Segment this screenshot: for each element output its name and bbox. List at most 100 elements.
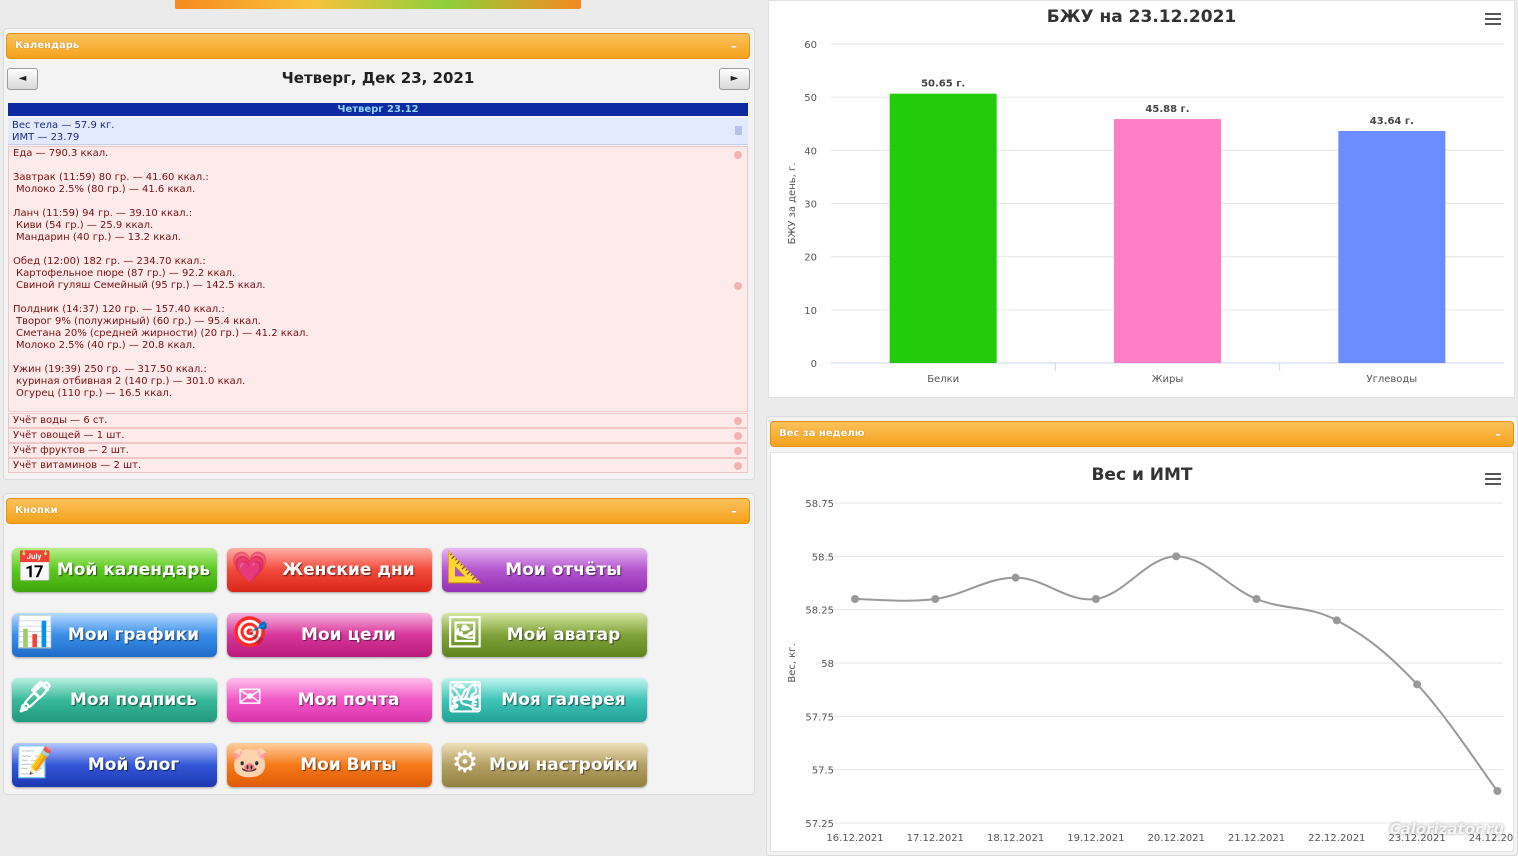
button-label: Мои графики bbox=[67, 625, 200, 645]
tracker-row[interactable]: Учёт витаминов — 2 шт. bbox=[8, 458, 748, 473]
tracker-label: Учёт фруктов — 2 шт. bbox=[13, 445, 129, 456]
meal-item: Сметана 20% (средней жирности) (20 гр.) … bbox=[16, 328, 309, 339]
x-tick-label: 17.12.2021 bbox=[907, 833, 964, 844]
meal-item: куриная отбивная 2 (140 гр.) — 301.0 кка… bbox=[16, 376, 246, 387]
weight-header-title: Вес за неделю bbox=[779, 428, 865, 439]
bar[interactable] bbox=[1114, 119, 1221, 363]
data-point[interactable] bbox=[1172, 552, 1181, 561]
tracker-label: Учёт воды — 6 ст. bbox=[13, 415, 108, 426]
data-point[interactable] bbox=[1011, 573, 1020, 582]
weight-row[interactable]: Вес тела — 57.9 кг. ИМТ — 23.79 bbox=[8, 118, 748, 145]
settings-icon: ⚙ bbox=[451, 744, 479, 780]
y-tick-label: 40 bbox=[804, 146, 817, 157]
goals-icon: 🎯 bbox=[231, 614, 269, 650]
data-point[interactable] bbox=[1252, 595, 1261, 603]
x-tick-label: Углеводы bbox=[1366, 374, 1417, 385]
data-point[interactable] bbox=[851, 595, 859, 603]
my-signature-button[interactable]: 🖋 Моя подпись bbox=[12, 678, 217, 722]
avatar-icon: 🖼 bbox=[445, 614, 485, 650]
data-point[interactable] bbox=[1493, 787, 1502, 795]
button-label: Мой календарь bbox=[56, 560, 211, 580]
tracker-row[interactable]: Учёт воды — 6 ст. bbox=[8, 413, 748, 428]
minimize-icon[interactable]: – bbox=[1495, 427, 1501, 441]
meal-header: Ланч (11:59) 94 гр. — 39.10 ккал.: bbox=[13, 208, 193, 219]
x-tick-label: 19.12.2021 bbox=[1067, 833, 1124, 844]
blog-icon: 📝 bbox=[16, 744, 54, 780]
y-tick-label: 60 bbox=[804, 40, 817, 51]
x-tick-label: 23.12.2021 bbox=[1388, 833, 1445, 844]
my-mail-button[interactable]: ✉ Моя почта bbox=[227, 678, 432, 722]
data-point[interactable] bbox=[1332, 616, 1341, 625]
calendar-header[interactable]: Календарь – bbox=[6, 33, 750, 59]
edit-tracker-icon[interactable] bbox=[734, 417, 742, 425]
y-tick-label: 20 bbox=[804, 253, 817, 264]
button-label: Моя почта bbox=[297, 690, 400, 710]
meal-item: Картофельное пюре (87 гр.) — 92.2 ккал. bbox=[16, 268, 236, 279]
calendar-header-title: Календарь bbox=[15, 40, 80, 51]
x-tick-label: 21.12.2021 bbox=[1228, 833, 1285, 844]
promo-banner[interactable] bbox=[175, 0, 581, 9]
women-days-icon: 💗 bbox=[231, 549, 269, 585]
minimize-icon[interactable]: – bbox=[731, 504, 737, 518]
y-tick-label: 58.5 bbox=[812, 552, 834, 563]
chart-menu-icon[interactable] bbox=[1485, 13, 1501, 25]
x-tick-label: Белки bbox=[927, 374, 959, 385]
day-label[interactable]: Четверг 23.12 bbox=[8, 103, 748, 116]
my-graphs-button[interactable]: 📊 Мои графики bbox=[12, 613, 217, 657]
meal-header: Ужин (19:39) 250 гр. — 317.50 ккал.: bbox=[13, 364, 207, 375]
button-label: Мой аватар bbox=[506, 625, 621, 645]
data-label: 50.65 г. bbox=[921, 79, 965, 90]
meal-group: Ужин (19:39) 250 гр. — 317.50 ккал.: кури… bbox=[13, 364, 743, 400]
bar[interactable] bbox=[889, 93, 997, 364]
y-tick-label: 50 bbox=[804, 93, 817, 104]
graphs-icon: 📊 bbox=[16, 614, 54, 650]
edit-tracker-icon[interactable] bbox=[734, 462, 742, 470]
y-tick-label: 57.25 bbox=[805, 819, 834, 830]
my-calendar-button[interactable]: 📅 Мой календарь bbox=[12, 548, 217, 592]
my-gallery-button[interactable]: 🏞 Моя галерея bbox=[442, 678, 647, 722]
meal-item: Киви (54 гр.) — 25.9 ккал. bbox=[16, 220, 154, 231]
bar[interactable] bbox=[1338, 130, 1446, 363]
food-list[interactable]: Еда — 790.3 ккал. Завтрак (11:59) 80 гр.… bbox=[8, 146, 748, 412]
data-point[interactable] bbox=[1091, 595, 1100, 603]
y-tick-label: 10 bbox=[804, 306, 817, 317]
my-settings-button[interactable]: ⚙ Мои настройки bbox=[442, 743, 647, 787]
edit-tracker-icon[interactable] bbox=[734, 432, 742, 440]
y-axis-label: БЖУ за день, г. bbox=[787, 163, 798, 245]
my-women-days-button[interactable]: 💗 Женские дни bbox=[227, 548, 432, 592]
my-blog-button[interactable]: 📝 Мой блог bbox=[12, 743, 217, 787]
button-label: Мои отчёты bbox=[505, 560, 622, 580]
edit-tracker-icon[interactable] bbox=[734, 447, 742, 455]
tracker-label: Учёт овощей — 1 шт. bbox=[13, 430, 125, 441]
buttons-header[interactable]: Кнопки – bbox=[6, 498, 750, 524]
y-tick-label: 57.75 bbox=[805, 712, 834, 723]
y-tick-label: 0 bbox=[811, 359, 817, 370]
edit-icon[interactable] bbox=[735, 126, 742, 135]
chart-menu-icon[interactable] bbox=[1485, 473, 1501, 485]
edit-meal-icon[interactable] bbox=[734, 282, 742, 290]
weight-header[interactable]: Вес за неделю – bbox=[770, 421, 1514, 447]
gallery-icon: 🏞 bbox=[445, 679, 485, 715]
meal-item: Огурец (110 гр.) — 16.5 ккал. bbox=[16, 388, 172, 399]
x-tick-label: 24.12.2021 bbox=[1469, 833, 1513, 844]
meal-group: Ланч (11:59) 94 гр. — 39.10 ккал.: Киви (… bbox=[13, 208, 743, 244]
prev-day-button[interactable]: ◄ bbox=[7, 68, 38, 90]
button-label: Мой блог bbox=[87, 755, 180, 775]
button-label: Мои Виты bbox=[300, 755, 397, 775]
y-tick-label: 30 bbox=[804, 200, 817, 211]
data-point[interactable] bbox=[1413, 680, 1422, 689]
my-vits-button[interactable]: 🐷 Мои Виты bbox=[227, 743, 432, 787]
next-day-button[interactable]: ► bbox=[719, 68, 750, 90]
minimize-icon[interactable]: – bbox=[731, 39, 737, 53]
my-avatar-button[interactable]: 🖼 Мой аватар bbox=[442, 613, 647, 657]
tracker-row[interactable]: Учёт фруктов — 2 шт. bbox=[8, 443, 748, 458]
bju-chart-svg: 0 10 20 30 40 50 60 БЖУ за день, г. 50.65 г. Белк… bbox=[787, 40, 1504, 385]
mail-icon: ✉ bbox=[237, 679, 263, 715]
my-goals-button[interactable]: 🎯 Мои цели bbox=[227, 613, 432, 657]
weight-chart-svg: 57.25 57.5 57.75 58 58.25 58.5 58.75 Вес, кг. 16… bbox=[787, 499, 1513, 844]
meal-item: Творог 9% (полужирный) (60 гр.) — 95.4 к… bbox=[16, 316, 261, 327]
my-reports-button[interactable]: 📐 Мои отчёты bbox=[442, 548, 647, 592]
tracker-row[interactable]: Учёт овощей — 1 шт. bbox=[8, 428, 748, 443]
data-point[interactable] bbox=[931, 595, 940, 603]
edit-food-icon[interactable] bbox=[734, 151, 742, 159]
